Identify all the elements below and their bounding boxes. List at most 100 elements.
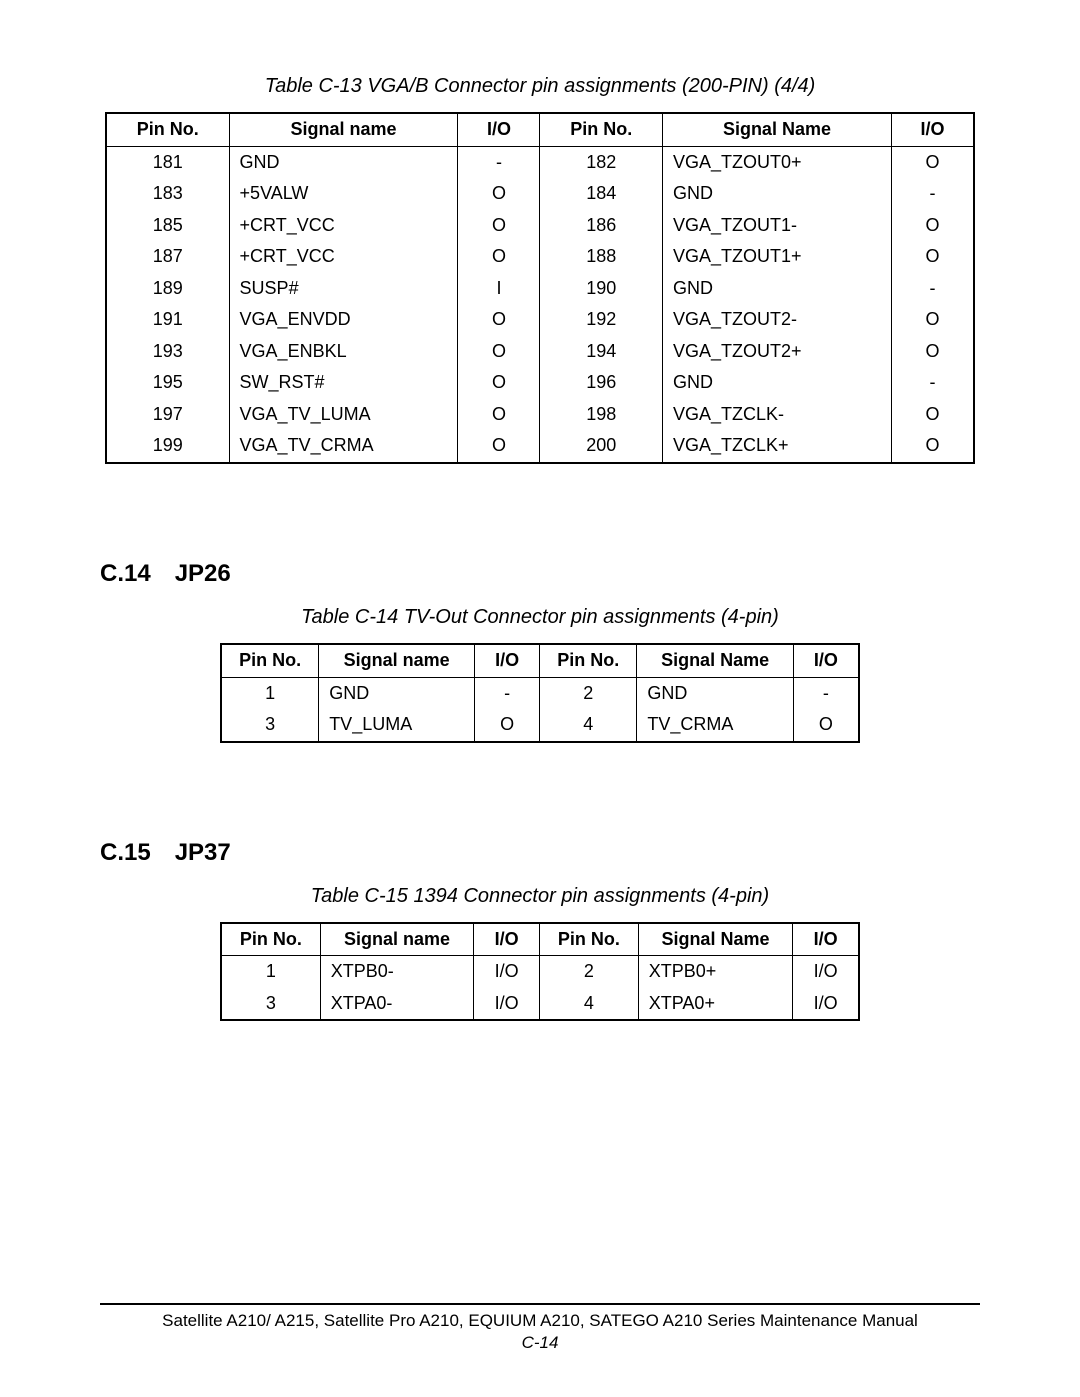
table-cell: O	[458, 399, 540, 431]
table-row: 185+CRT_VCCO186VGA_TZOUT1-O	[106, 210, 974, 242]
table-row: 3XTPA0-I/O4XTPA0+I/O	[221, 988, 859, 1021]
table-row: 199VGA_TV_CRMAO200VGA_TZCLK+O	[106, 430, 974, 463]
th-io-a: I/O	[475, 644, 540, 677]
table1: Pin No. Signal name I/O Pin No. Signal N…	[105, 112, 975, 464]
table-cell: -	[891, 178, 974, 210]
table-cell: 189	[106, 273, 229, 305]
th-pin-a: Pin No.	[221, 923, 320, 956]
table-cell: -	[475, 677, 540, 709]
table-cell: 183	[106, 178, 229, 210]
table2-body: 1GND-2GND-3TV_LUMAO4TV_CRMAO	[221, 677, 859, 742]
table-cell: +CRT_VCC	[229, 241, 458, 273]
table-cell: I/O	[474, 956, 540, 988]
table-cell: 198	[540, 399, 663, 431]
table-cell: XTPA0-	[320, 988, 474, 1021]
table-cell: 186	[540, 210, 663, 242]
table-cell: O	[458, 178, 540, 210]
table-row: 183+5VALWO184GND-	[106, 178, 974, 210]
table-cell: 4	[540, 988, 639, 1021]
table-cell: VGA_TZOUT1-	[663, 210, 892, 242]
table-cell: 188	[540, 241, 663, 273]
table1-body: 181GND-182VGA_TZOUT0+O183+5VALWO184GND-1…	[106, 146, 974, 463]
table-cell: -	[891, 273, 974, 305]
table-cell: VGA_TZOUT2-	[663, 304, 892, 336]
table-cell: XTPB0-	[320, 956, 474, 988]
table-cell: 187	[106, 241, 229, 273]
table-cell: 194	[540, 336, 663, 368]
table-cell: O	[458, 304, 540, 336]
table1-header-row: Pin No. Signal name I/O Pin No. Signal N…	[106, 113, 974, 146]
table1-caption: Table C-13 VGA/B Connector pin assignmen…	[100, 75, 980, 98]
table-cell: -	[891, 367, 974, 399]
th-io-b: I/O	[793, 644, 859, 677]
table-cell: VGA_TV_CRMA	[229, 430, 458, 463]
th-sig-b: Signal Name	[637, 644, 794, 677]
table-cell: XTPB0+	[638, 956, 792, 988]
th-io-b: I/O	[793, 923, 859, 956]
th-pin-b: Pin No.	[540, 644, 637, 677]
table-cell: I	[458, 273, 540, 305]
table2-caption: Table C-14 TV-Out Connector pin assignme…	[100, 606, 980, 629]
th-sig-a: Signal name	[320, 923, 474, 956]
table-cell: O	[458, 336, 540, 368]
th-sig-b: Signal Name	[663, 113, 892, 146]
table-cell: I/O	[474, 988, 540, 1021]
table-cell: 184	[540, 178, 663, 210]
th-pin-a: Pin No.	[221, 644, 319, 677]
page-footer: Satellite A210/ A215, Satellite Pro A210…	[100, 1303, 980, 1353]
table-cell: VGA_TZCLK-	[663, 399, 892, 431]
table-cell: I/O	[793, 956, 859, 988]
table-cell: VGA_TZOUT1+	[663, 241, 892, 273]
table-cell: O	[891, 210, 974, 242]
th-sig-b: Signal Name	[638, 923, 792, 956]
th-pin-b: Pin No.	[540, 113, 663, 146]
table-cell: +5VALW	[229, 178, 458, 210]
table-row: 197VGA_TV_LUMAO198VGA_TZCLK-O	[106, 399, 974, 431]
table-cell: O	[891, 336, 974, 368]
th-pin-b: Pin No.	[540, 923, 639, 956]
table-cell: 185	[106, 210, 229, 242]
section3-heading: C.15 JP37	[100, 839, 980, 867]
table-cell: GND	[663, 273, 892, 305]
table-cell: O	[793, 709, 859, 742]
table-cell: 181	[106, 146, 229, 178]
table-cell: O	[891, 146, 974, 178]
table-row: 189SUSP#I190GND-	[106, 273, 974, 305]
table-cell: 195	[106, 367, 229, 399]
table-cell: 190	[540, 273, 663, 305]
table-cell: O	[891, 304, 974, 336]
table-cell: O	[458, 241, 540, 273]
table-cell: -	[793, 677, 859, 709]
table3-header-row: Pin No. Signal name I/O Pin No. Signal N…	[221, 923, 859, 956]
table-cell: -	[458, 146, 540, 178]
table3-caption: Table C-15 1394 Connector pin assignment…	[100, 885, 980, 908]
section2-heading: C.14 JP26	[100, 560, 980, 588]
table-cell: 4	[540, 709, 637, 742]
table-cell: VGA_TZOUT0+	[663, 146, 892, 178]
table-cell: 197	[106, 399, 229, 431]
table-cell: O	[458, 210, 540, 242]
table-cell: GND	[229, 146, 458, 178]
table-cell: VGA_TZOUT2+	[663, 336, 892, 368]
table-cell: O	[458, 430, 540, 463]
table3: Pin No. Signal name I/O Pin No. Signal N…	[220, 922, 860, 1022]
table-cell: 199	[106, 430, 229, 463]
th-sig-a: Signal name	[319, 644, 475, 677]
table-cell: SUSP#	[229, 273, 458, 305]
table-cell: XTPA0+	[638, 988, 792, 1021]
table-cell: SW_RST#	[229, 367, 458, 399]
table-row: 1GND-2GND-	[221, 677, 859, 709]
table-cell: O	[891, 241, 974, 273]
table-cell: 200	[540, 430, 663, 463]
table-cell: O	[458, 367, 540, 399]
table-cell: 191	[106, 304, 229, 336]
table-cell: TV_LUMA	[319, 709, 475, 742]
table-cell: 1	[221, 956, 320, 988]
table-cell: GND	[637, 677, 794, 709]
table-cell: GND	[663, 367, 892, 399]
table2-header-row: Pin No. Signal name I/O Pin No. Signal N…	[221, 644, 859, 677]
table-cell: TV_CRMA	[637, 709, 794, 742]
table-cell: GND	[663, 178, 892, 210]
table-row: 193VGA_ENBKLO194VGA_TZOUT2+O	[106, 336, 974, 368]
table-cell: VGA_TZCLK+	[663, 430, 892, 463]
